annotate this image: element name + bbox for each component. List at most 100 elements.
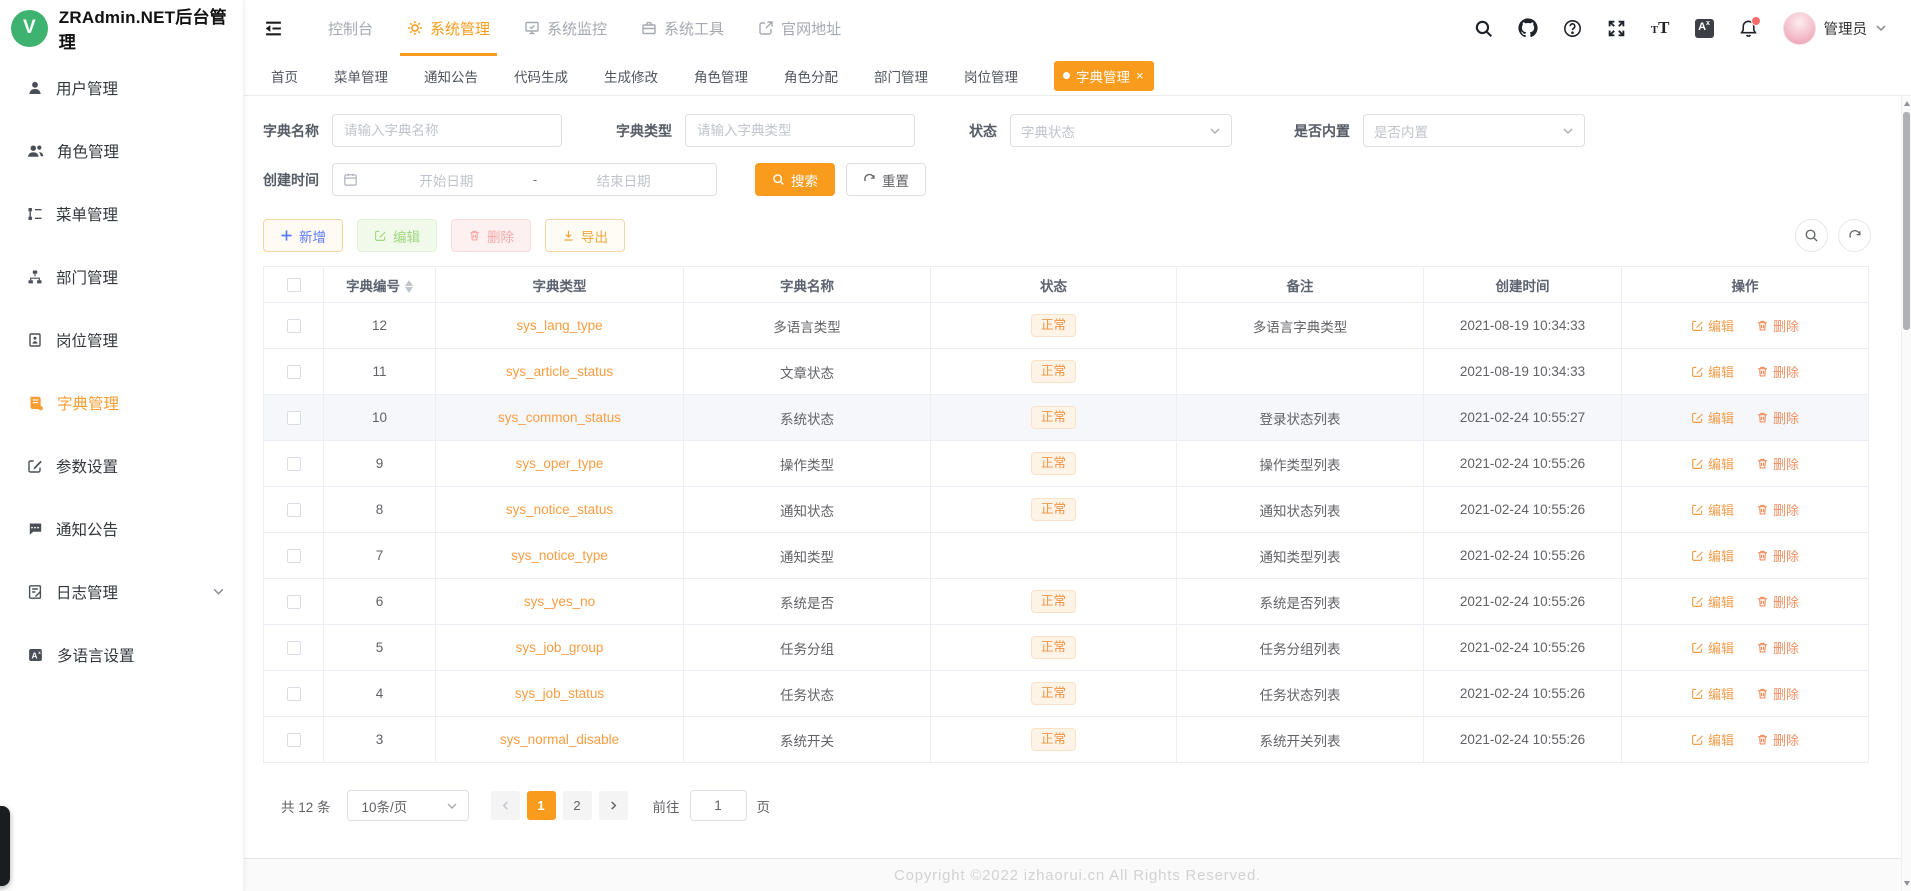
dict-type-link[interactable]: sys_oper_type [515, 456, 604, 471]
row-delete-button[interactable]: 删除 [1756, 500, 1799, 519]
collapse-sidebar-icon[interactable] [264, 19, 283, 38]
nav-item-2[interactable]: 系统监控 [507, 0, 624, 56]
tab-2[interactable]: 通知公告 [424, 66, 478, 86]
row-delete-button[interactable]: 删除 [1756, 362, 1799, 381]
dict-type-link[interactable]: sys_article_status [505, 364, 614, 379]
scrollbar-thumb[interactable] [1903, 112, 1910, 330]
row-delete-button[interactable]: 删除 [1756, 638, 1799, 657]
page-button-1[interactable]: 1 [526, 791, 556, 820]
sidebar-item-4[interactable]: 岗位管理 [0, 308, 243, 371]
user-menu[interactable]: 管理员 [1782, 11, 1888, 45]
search-button[interactable]: 搜索 [755, 163, 835, 196]
reset-button[interactable]: 重置 [846, 163, 926, 196]
logo-row[interactable]: V ZRAdmin.NET后台管理 [0, 0, 243, 56]
search-button[interactable] [1474, 19, 1493, 38]
sidebar-item-7[interactable]: 通知公告 [0, 497, 243, 560]
date-range-picker[interactable]: 开始日期 - 结束日期 [332, 163, 717, 196]
add-button[interactable]: 新增 [263, 219, 343, 252]
next-page-button[interactable] [598, 791, 628, 820]
tab-0[interactable]: 首页 [271, 66, 298, 86]
sidebar-item-8[interactable]: 日志管理 [0, 560, 243, 623]
fullscreen-button[interactable] [1607, 19, 1626, 38]
row-edit-button[interactable]: 编辑 [1691, 638, 1734, 657]
tab-8[interactable]: 岗位管理 [964, 66, 1018, 86]
tab-5[interactable]: 角色管理 [694, 66, 748, 86]
row-checkbox[interactable] [286, 687, 301, 702]
tab-4[interactable]: 生成修改 [604, 66, 658, 86]
tab-6[interactable]: 角色分配 [784, 66, 838, 86]
scroll-up-arrow[interactable] [1904, 101, 1910, 106]
status-select[interactable]: 字典状态 [1010, 114, 1232, 147]
nav-item-0[interactable]: 控制台 [311, 0, 390, 56]
sidebar-item-0[interactable]: 用户管理 [0, 56, 243, 119]
row-checkbox[interactable] [286, 411, 301, 426]
tab-1[interactable]: 菜单管理 [334, 66, 388, 86]
sidebar-item-2[interactable]: 菜单管理 [0, 182, 243, 245]
row-edit-button[interactable]: 编辑 [1691, 546, 1734, 565]
tab-7[interactable]: 部门管理 [874, 66, 928, 86]
row-edit-button[interactable]: 编辑 [1691, 408, 1734, 427]
export-button[interactable]: 导出 [545, 219, 625, 252]
show-search-button[interactable] [1795, 219, 1828, 252]
refresh-table-button[interactable] [1838, 219, 1871, 252]
goto-page-input[interactable] [689, 790, 747, 821]
dict-type-link[interactable]: sys_common_status [497, 410, 622, 425]
row-edit-button[interactable]: 编辑 [1691, 362, 1734, 381]
row-checkbox[interactable] [286, 549, 301, 564]
dict-type-link[interactable]: sys_lang_type [516, 318, 603, 333]
row-delete-button[interactable]: 删除 [1756, 316, 1799, 335]
builtin-select[interactable]: 是否内置 [1363, 114, 1585, 147]
row-edit-button[interactable]: 编辑 [1691, 500, 1734, 519]
nav-item-3[interactable]: 系统工具 [624, 0, 741, 56]
delete-button-disabled[interactable]: 删除 [451, 219, 531, 252]
vertical-scrollbar[interactable] [1901, 96, 1911, 891]
row-edit-button[interactable]: 编辑 [1691, 592, 1734, 611]
row-checkbox[interactable] [286, 641, 301, 656]
floating-widget[interactable] [0, 806, 10, 886]
sort-icon[interactable] [405, 280, 413, 294]
row-edit-button[interactable]: 编辑 [1691, 454, 1734, 473]
sidebar-item-3[interactable]: 部门管理 [0, 245, 243, 308]
row-checkbox[interactable] [286, 503, 301, 518]
dict-name-input[interactable] [332, 114, 562, 147]
row-checkbox[interactable] [286, 733, 301, 748]
sidebar-item-5[interactable]: 字典管理 [0, 371, 243, 434]
nav-item-4[interactable]: 官网地址 [741, 0, 858, 56]
font-size-button[interactable]: TT [1651, 19, 1670, 37]
edit-button-disabled[interactable]: 编辑 [357, 219, 437, 252]
page-button-2[interactable]: 2 [562, 791, 592, 820]
dict-type-link[interactable]: sys_job_status [514, 686, 605, 701]
row-checkbox[interactable] [286, 595, 301, 610]
row-checkbox[interactable] [286, 457, 301, 472]
dict-type-link[interactable]: sys_notice_status [505, 502, 614, 517]
column-header-0[interactable]: 字典编号 [323, 266, 436, 303]
row-checkbox[interactable] [286, 365, 301, 380]
row-checkbox[interactable] [286, 319, 301, 334]
sidebar-item-1[interactable]: 角色管理 [0, 119, 243, 182]
dict-type-link[interactable]: sys_job_group [515, 640, 604, 655]
row-delete-button[interactable]: 删除 [1756, 730, 1799, 749]
row-edit-button[interactable]: 编辑 [1691, 316, 1734, 335]
row-delete-button[interactable]: 删除 [1756, 592, 1799, 611]
tab-9-active[interactable]: 字典管理 × [1054, 60, 1154, 91]
tab-3[interactable]: 代码生成 [514, 66, 568, 86]
dict-type-link[interactable]: sys_normal_disable [499, 732, 620, 747]
dict-type-input[interactable] [685, 114, 915, 147]
row-delete-button[interactable]: 删除 [1756, 454, 1799, 473]
prev-page-button[interactable] [490, 791, 520, 820]
row-delete-button[interactable]: 删除 [1756, 408, 1799, 427]
dict-type-link[interactable]: sys_notice_type [511, 548, 608, 563]
row-delete-button[interactable]: 删除 [1756, 546, 1799, 565]
nav-item-1[interactable]: 系统管理 [390, 0, 507, 56]
select-all-checkbox[interactable] [286, 278, 301, 293]
sidebar-item-6[interactable]: 参数设置 [0, 434, 243, 497]
close-icon[interactable]: × [1136, 67, 1144, 83]
row-edit-button[interactable]: 编辑 [1691, 684, 1734, 703]
dict-type-link[interactable]: sys_yes_no [523, 594, 596, 609]
bell-button[interactable] [1739, 15, 1761, 38]
row-delete-button[interactable]: 删除 [1756, 684, 1799, 703]
row-edit-button[interactable]: 编辑 [1691, 730, 1734, 749]
scroll-down-arrow[interactable] [1904, 881, 1910, 886]
